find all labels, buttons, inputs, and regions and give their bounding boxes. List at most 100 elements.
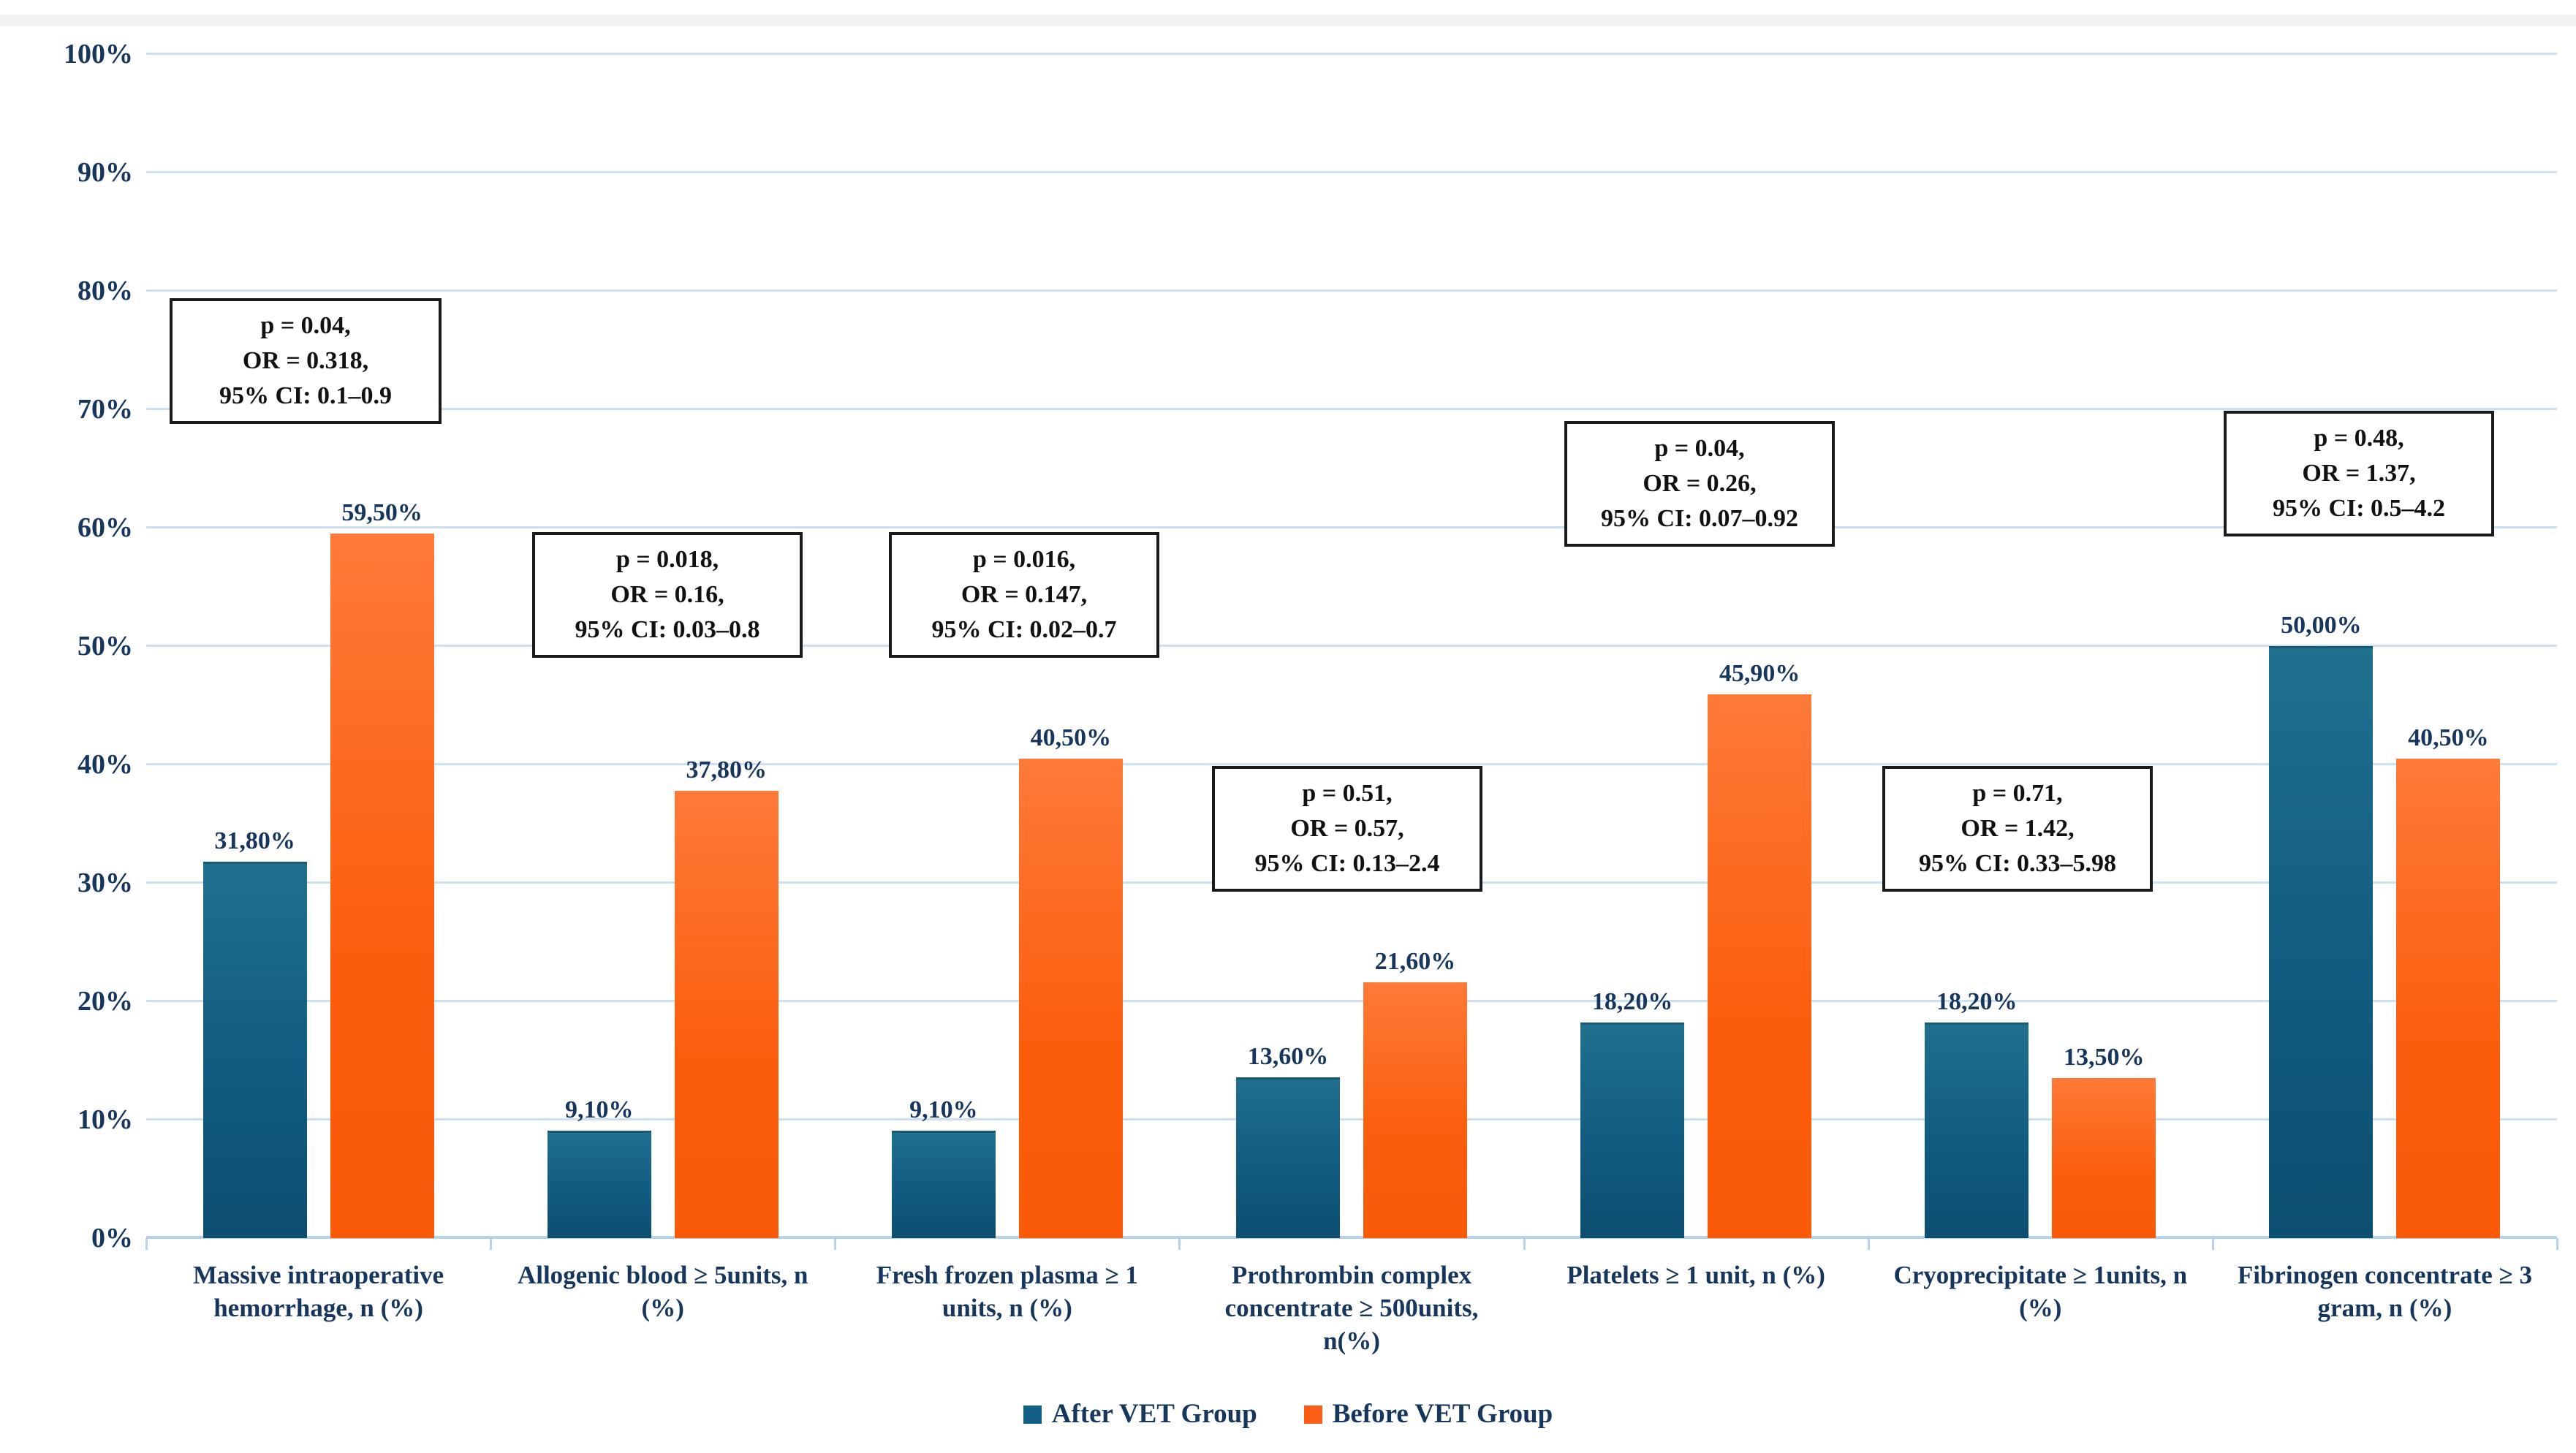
bar-group: 13,60% 21,60% <box>1179 54 1523 1238</box>
legend-label: Before VET Group <box>1332 1399 1553 1429</box>
legend-item: Before VET Group <box>1303 1399 1553 1429</box>
x-axis-line <box>146 1236 2557 1239</box>
bar-value-label: 13,50% <box>2064 1044 2145 1071</box>
bar-value-label: 37,80% <box>686 756 767 784</box>
stats-annotation-box: p = 0.018, OR = 0.16, 95% CI: 0.03–0.8 <box>532 532 803 658</box>
category-label-line: Allogenic blood ≥ 5units, n <box>517 1261 808 1289</box>
bar-value-label: 9,10% <box>909 1096 978 1123</box>
bar-group: 18,20% 13,50% <box>1868 54 2213 1238</box>
bar-value-label: 9,10% <box>564 1096 634 1123</box>
category-boundary-tick <box>2211 1238 2214 1250</box>
category-label: Allogenic blood ≥ 5units, n (%) <box>490 1259 835 1324</box>
annotation-line: OR = 0.16, <box>610 581 724 608</box>
gridline <box>146 526 2557 528</box>
category-label-line: Massive intraoperative <box>193 1261 444 1289</box>
annotation-line: p = 0.71, <box>1972 780 2063 807</box>
y-axis-tick-label: 30% <box>77 868 133 898</box>
legend-item: After VET Group <box>1023 1400 1257 1429</box>
annotation-line: 95% CI: 0.5–4.2 <box>2272 495 2446 522</box>
category-label-line: Platelets ≥ 1 unit, n (%) <box>1567 1261 1825 1289</box>
gridline <box>146 1118 2557 1120</box>
stats-annotation-box: p = 0.71, OR = 1.42, 95% CI: 0.33–5.98 <box>1882 766 2153 892</box>
annotation-line: p = 0.016, <box>972 546 1076 573</box>
plot-area: 31,80% 59,50% 9,10% 37,80% 9,10% 40,50% 13,60%… <box>146 53 2557 1239</box>
category-boundary-tick <box>1523 1238 1526 1250</box>
annotation-line: p = 0.018, <box>615 546 719 573</box>
category-label-line: gram, n (%) <box>2317 1294 2452 1322</box>
category-label-line: (%) <box>2019 1294 2062 1322</box>
y-axis-tick-label: 0% <box>91 1223 133 1253</box>
y-axis-tick-label: 80% <box>77 276 133 306</box>
bar-value-label: 13,60% <box>1247 1042 1329 1070</box>
bar-group: 9,10% 40,50% <box>835 54 1179 1238</box>
gridline <box>146 763 2557 765</box>
bar-before-vet-group: 45,90% <box>1708 661 1812 1238</box>
annotation-line: 95% CI: 0.33–5.98 <box>1918 850 2117 877</box>
category-label-line: hemorrhage, n (%) <box>213 1294 423 1322</box>
category-label: Cryoprecipitate ≥ 1units, n (%) <box>1868 1259 2213 1324</box>
annotation-line: 95% CI: 0.13–2.4 <box>1254 850 1440 877</box>
bar-before-vet-group: 59,50% <box>330 500 434 1238</box>
annotation-line: 95% CI: 0.02–0.7 <box>931 616 1117 643</box>
y-axis-tick-label: 10% <box>77 1104 133 1135</box>
stats-annotation-box: p = 0.016, OR = 0.147, 95% CI: 0.02–0.7 <box>889 532 1159 658</box>
chart-legend: After VET Group Before VET Group <box>0 1400 2576 1429</box>
category-label: Massive intraoperative hemorrhage, n (%) <box>146 1259 490 1324</box>
stats-annotation-box: p = 0.04, OR = 0.26, 95% CI: 0.07–0.92 <box>1564 421 1835 547</box>
bar-value-label: 31,80% <box>214 827 295 854</box>
category-boundary-tick <box>1178 1238 1181 1250</box>
y-axis-tick-label: 40% <box>77 749 133 780</box>
gridline <box>146 289 2557 292</box>
bar-value-label: 40,50% <box>2408 724 2489 751</box>
category-label-line: Fibrinogen concentrate ≥ 3 <box>2237 1261 2532 1289</box>
bar-before-vet-group: 21,60% <box>1363 949 1467 1238</box>
bar-value-label: 40,50% <box>1030 724 1112 751</box>
y-axis-tick-label: 90% <box>77 157 133 188</box>
bar-after-vet-group: 9,10% <box>547 1096 651 1238</box>
annotation-line: OR = 0.318, <box>242 347 369 374</box>
category-label-line: n(%) <box>1323 1327 1380 1355</box>
bar-value-label: 59,50% <box>341 499 423 527</box>
category-label-line: Fresh frozen plasma ≥ 1 <box>876 1261 1138 1289</box>
bar-group: 50,00% 40,50% <box>2213 54 2557 1238</box>
gridline <box>146 171 2557 173</box>
stats-annotation-box: p = 0.48, OR = 1.37, 95% CI: 0.5–4.2 <box>2224 411 2494 536</box>
annotation-line: p = 0.04, <box>260 312 351 339</box>
y-axis-tick-label: 50% <box>77 631 133 661</box>
category-label-line: concentrate ≥ 500units, <box>1224 1294 1479 1322</box>
category-label: Fibrinogen concentrate ≥ 3 gram, n (%) <box>2213 1259 2557 1324</box>
gridline <box>146 408 2557 410</box>
category-boundary-tick <box>2556 1238 2558 1250</box>
category-label-line: Prothrombin complex <box>1231 1261 1472 1289</box>
category-boundary-tick <box>1867 1238 1870 1250</box>
stats-annotation-box: p = 0.04, OR = 0.318, 95% CI: 0.1–0.9 <box>170 298 442 424</box>
annotation-line: 95% CI: 0.03–0.8 <box>575 616 760 643</box>
bar-value-label: 18,20% <box>1936 988 2018 1016</box>
gridline <box>146 53 2557 55</box>
annotation-line: OR = 0.147, <box>961 581 1088 608</box>
stats-annotation-box: p = 0.51, OR = 0.57, 95% CI: 0.13–2.4 <box>1212 766 1482 892</box>
bar-value-label: 18,20% <box>1591 988 1673 1016</box>
y-axis-tick-label: 100% <box>64 39 133 69</box>
category-label: Prothrombin complex concentrate ≥ 500unit… <box>1179 1259 1523 1357</box>
annotation-line: p = 0.04, <box>1654 435 1745 462</box>
legend-swatch-before-vet <box>1303 1405 1322 1424</box>
bar-after-vet-group: 18,20% <box>1580 989 1685 1238</box>
bar-group: 9,10% 37,80% <box>490 54 835 1238</box>
bar-after-vet-group: 50,00% <box>2269 612 2374 1238</box>
annotation-line: 95% CI: 0.07–0.92 <box>1600 505 1799 532</box>
category-boundary-tick <box>490 1238 493 1250</box>
category-label-line: Cryoprecipitate ≥ 1units, n <box>1893 1261 2188 1289</box>
bar-value-label: 45,90% <box>1719 660 1800 688</box>
bar-before-vet-group: 40,50% <box>2396 724 2501 1238</box>
annotation-line: OR = 0.26, <box>1643 470 1757 497</box>
page-edge-strip <box>0 15 2576 26</box>
bar-after-vet-group: 31,80% <box>202 827 307 1238</box>
annotation-line: p = 0.48, <box>2314 425 2404 452</box>
category-label-line: units, n (%) <box>942 1294 1072 1322</box>
gridline <box>146 645 2557 647</box>
category-label: Fresh frozen plasma ≥ 1 units, n (%) <box>835 1259 1179 1324</box>
bar-before-vet-group: 13,50% <box>2052 1044 2156 1238</box>
bar-value-label: 50,00% <box>2281 612 2362 639</box>
annotation-line: p = 0.51, <box>1302 780 1393 807</box>
